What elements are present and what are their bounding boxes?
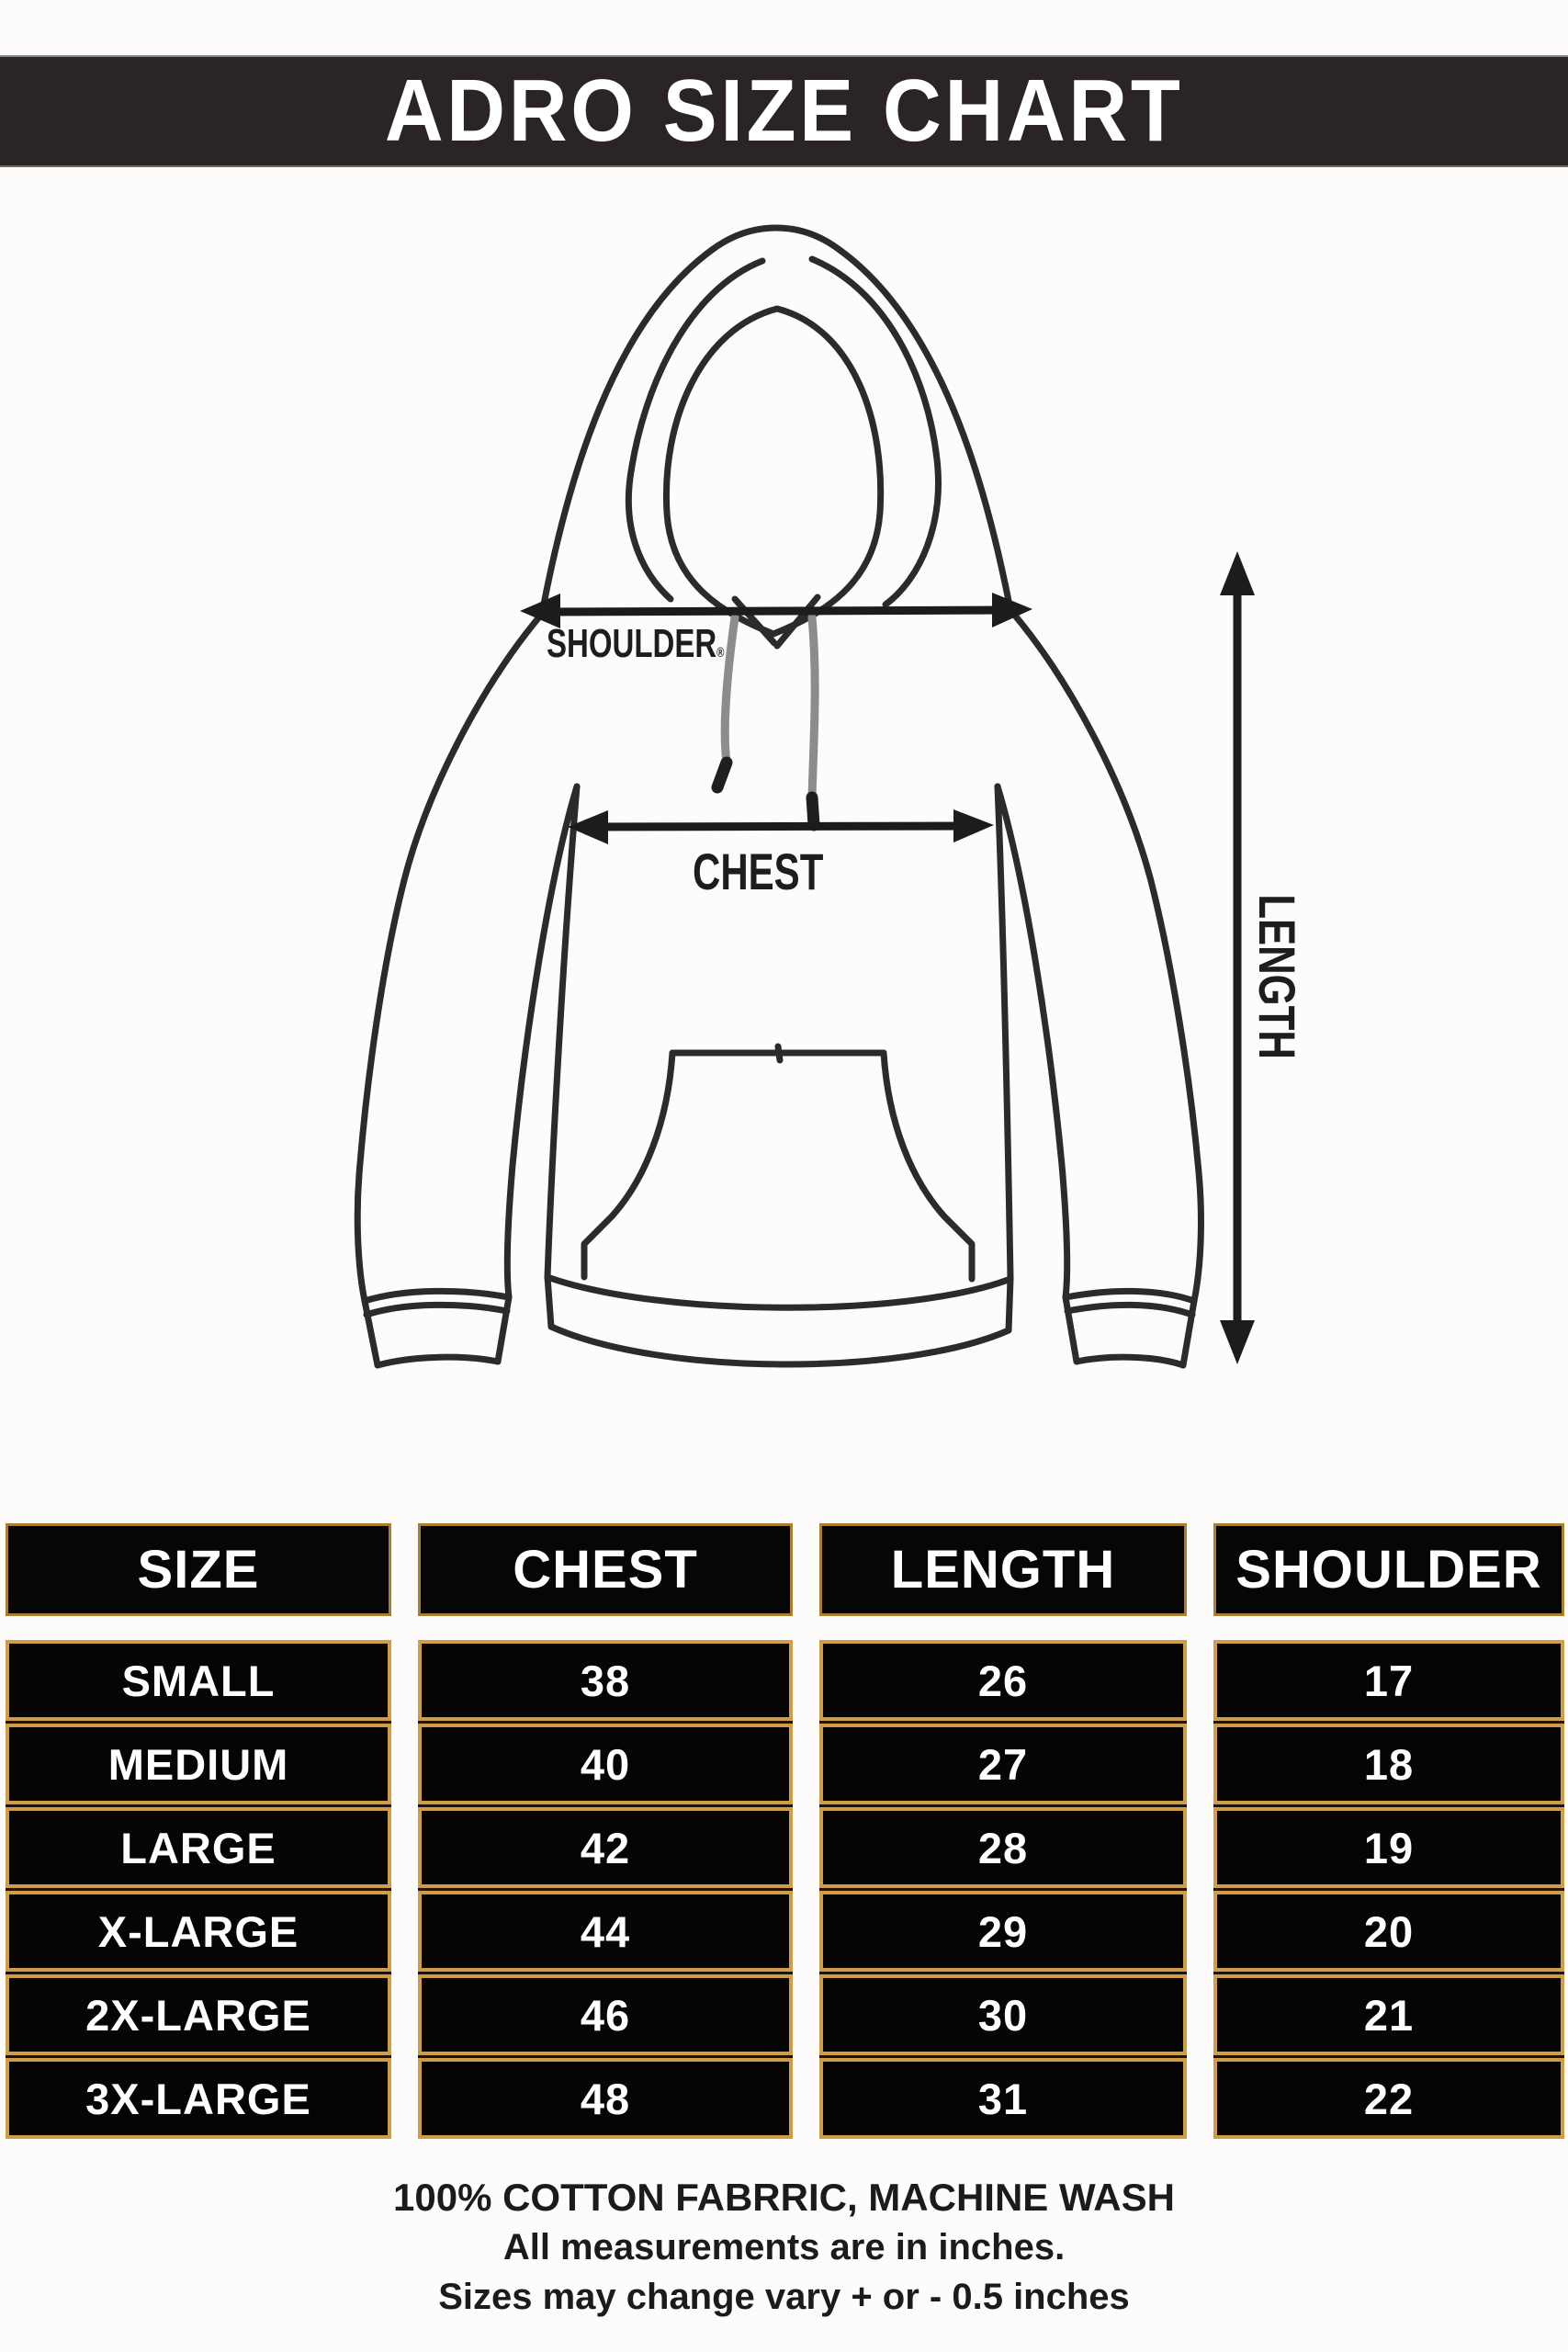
table-column-shoulder: SHOULDER 17 18 19 20 21 22 xyxy=(1213,1523,1564,2139)
table-cell-chest: 42 xyxy=(418,1807,793,1888)
table-column-chest: CHEST 38 40 42 44 46 48 xyxy=(418,1523,793,2139)
table-cell-shoulder: 18 xyxy=(1213,1724,1564,1804)
size-column-cells: SMALL MEDIUM LARGE X-LARGE 2X-LARGE 3X-L… xyxy=(6,1640,391,2139)
kangaroo-pocket xyxy=(581,1043,976,1283)
body-outline xyxy=(544,783,1014,1281)
table-cell-chest: 46 xyxy=(418,1974,793,2055)
table-header-chest: CHEST xyxy=(418,1523,793,1616)
table-header-length: LENGTH xyxy=(819,1523,1187,1616)
table-cell-shoulder: 22 xyxy=(1213,2058,1564,2139)
table-cell-length: 26 xyxy=(819,1640,1187,1721)
table-cell-size: LARGE xyxy=(6,1807,391,1888)
table-cell-size: SMALL xyxy=(6,1640,391,1721)
table-cell-length: 30 xyxy=(819,1974,1187,2055)
hoodie-line-art xyxy=(354,224,1255,1369)
table-cell-chest: 40 xyxy=(418,1724,793,1804)
shoulder-label-text: SHOULDER xyxy=(547,621,717,666)
table-header-shoulder: SHOULDER xyxy=(1213,1523,1564,1616)
shoulder-label-mark: ® xyxy=(716,645,725,661)
table-cell-size: 3X-LARGE xyxy=(6,2058,391,2139)
table-cell-shoulder: 19 xyxy=(1213,1807,1564,1888)
hood-opening xyxy=(662,305,885,650)
table-header-size: SIZE xyxy=(6,1523,391,1616)
page-title: ADRO SIZE CHART xyxy=(384,62,1184,160)
title-banner: ADRO SIZE CHART xyxy=(0,57,1568,165)
table-column-size: SIZE SMALL MEDIUM LARGE X-LARGE 2X-LARGE… xyxy=(6,1523,391,2139)
chest-column-cells: 38 40 42 44 46 48 xyxy=(418,1640,793,2139)
table-cell-length: 27 xyxy=(819,1724,1187,1804)
table-cell-length: 28 xyxy=(819,1807,1187,1888)
drawstrings xyxy=(711,613,820,831)
footer-note-fabric: 100% COTTON FABRRIC, MACHINE WASH xyxy=(393,2176,1175,2219)
table-cell-shoulder: 20 xyxy=(1213,1891,1564,1972)
chest-label: CHEST xyxy=(693,842,824,900)
length-arrow xyxy=(1220,551,1255,1364)
table-cell-length: 31 xyxy=(819,2058,1187,2139)
table-cell-shoulder: 21 xyxy=(1213,1974,1564,2055)
table-column-length: LENGTH 26 27 28 29 30 31 xyxy=(819,1523,1187,2139)
footer-note-tolerance: Sizes may change vary + or - 0.5 inches xyxy=(438,2277,1130,2317)
table-cell-chest: 38 xyxy=(418,1640,793,1721)
table-cell-size: 2X-LARGE xyxy=(6,1974,391,2055)
table-cell-size: MEDIUM xyxy=(6,1724,391,1804)
right-sleeve xyxy=(994,606,1204,1369)
shoulder-label: SHOULDER® xyxy=(547,621,784,667)
shoulder-column-cells: 17 18 19 20 21 22 xyxy=(1213,1640,1564,2139)
length-label: LENGTH xyxy=(1248,894,1306,1059)
hem-band xyxy=(544,1273,1014,1368)
table-cell-chest: 44 xyxy=(418,1891,793,1972)
table-cell-length: 29 xyxy=(819,1891,1187,1972)
table-cell-shoulder: 17 xyxy=(1213,1640,1564,1721)
chest-arrow xyxy=(568,809,994,844)
hood-outline xyxy=(538,224,1014,617)
footer-note-units: All measurements are in inches. xyxy=(502,2227,1066,2267)
table-cell-chest: 48 xyxy=(418,2058,793,2139)
length-column-cells: 26 27 28 29 30 31 xyxy=(819,1640,1187,2139)
left-sleeve xyxy=(354,610,581,1369)
shoulder-arrow xyxy=(520,593,1032,628)
table-cell-size: X-LARGE xyxy=(6,1891,391,1972)
size-table: SIZE SMALL MEDIUM LARGE X-LARGE 2X-LARGE… xyxy=(6,1523,1564,2139)
